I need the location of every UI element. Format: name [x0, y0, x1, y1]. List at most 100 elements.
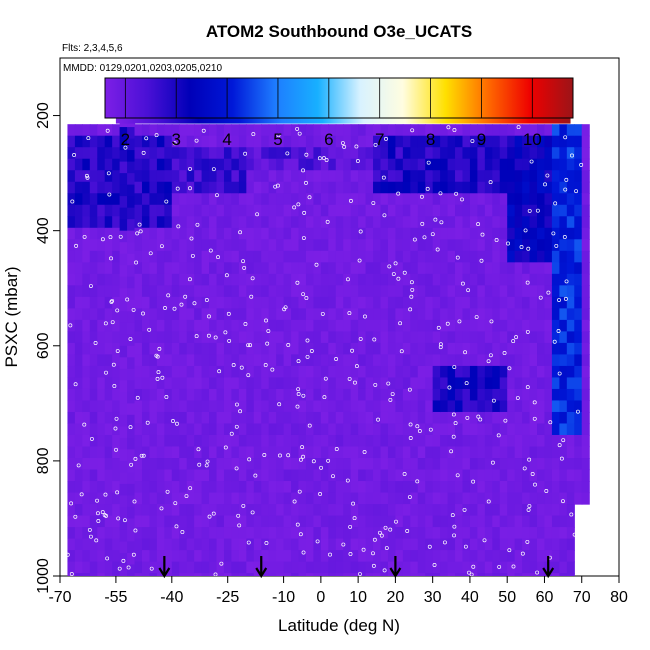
sample-point	[525, 329, 530, 334]
heatmap-cell	[298, 573, 307, 576]
heatmap-cell	[537, 561, 546, 574]
heatmap-cell	[477, 204, 486, 217]
heatmap-cell	[97, 504, 106, 517]
heatmap-cell	[373, 158, 382, 171]
heatmap-cell	[291, 158, 300, 171]
heatmap-cell	[171, 492, 180, 505]
heatmap-cell	[477, 515, 486, 528]
heatmap-cell	[343, 458, 352, 471]
sample-point	[196, 447, 201, 452]
heatmap-cell	[291, 423, 300, 436]
heatmap-cell	[149, 527, 158, 540]
heatmap-cell	[566, 550, 575, 563]
heatmap-cell	[373, 550, 382, 563]
heatmap-cell	[484, 250, 493, 263]
heatmap-cell	[373, 342, 382, 356]
heatmap-cell	[492, 158, 501, 171]
heatmap-cell	[507, 354, 516, 367]
heatmap-cell	[492, 400, 501, 413]
heatmap-cell	[268, 262, 277, 275]
heatmap-cell	[507, 331, 516, 344]
x-tick-label: 40	[461, 589, 479, 606]
heatmap-cell	[373, 147, 382, 160]
heatmap-cell	[410, 262, 419, 275]
heatmap-cell	[186, 135, 195, 148]
heatmap-cell	[507, 527, 516, 540]
heatmap-cell	[268, 527, 277, 540]
heatmap-cell	[410, 193, 419, 206]
heatmap-cell	[82, 446, 91, 459]
heatmap-cell	[559, 170, 568, 183]
heatmap-cell	[492, 481, 501, 494]
heatmap-cell	[291, 342, 300, 356]
sample-point	[372, 537, 377, 542]
heatmap-cell	[104, 147, 113, 160]
heatmap-cell	[313, 204, 322, 217]
heatmap-cell	[544, 204, 553, 217]
heatmap-cell	[492, 411, 501, 425]
sample-point	[304, 180, 308, 185]
heatmap-cell	[484, 204, 493, 217]
heatmap-cell	[380, 446, 389, 459]
heatmap-cell	[440, 481, 449, 494]
heatmap-cell	[298, 434, 307, 448]
heatmap-cell	[246, 411, 255, 425]
heatmap-cell	[529, 423, 538, 436]
heatmap-cell	[97, 193, 106, 206]
heatmap-cell	[402, 193, 411, 206]
heatmap-cell	[276, 124, 285, 137]
heatmap-cell	[522, 331, 531, 344]
heatmap-cell	[425, 561, 434, 574]
heatmap-cell	[283, 377, 292, 390]
heatmap-cell	[387, 388, 396, 402]
heatmap-cell	[231, 561, 240, 574]
sample-point	[570, 153, 574, 158]
heatmap-cell	[537, 193, 546, 206]
heatmap-cell	[358, 527, 367, 540]
heatmap-cell	[179, 193, 188, 206]
heatmap-cell	[201, 527, 210, 540]
heatmap-cell	[223, 446, 233, 459]
heatmap-cell	[209, 308, 218, 321]
heatmap-cell	[149, 377, 158, 390]
heatmap-cell	[447, 124, 456, 137]
heatmap-cell	[283, 400, 292, 413]
heatmap-cell	[559, 308, 568, 321]
heatmap-cell	[313, 147, 322, 160]
heatmap-cell	[156, 158, 165, 171]
sample-point	[144, 136, 149, 141]
heatmap-cell	[216, 538, 225, 551]
heatmap-cell	[507, 481, 516, 494]
heatmap-cell	[223, 227, 233, 240]
heatmap-cell	[373, 250, 382, 263]
sample-point	[164, 199, 169, 204]
heatmap-cell	[477, 124, 486, 137]
heatmap-cell	[112, 147, 121, 160]
heatmap-cell	[283, 365, 292, 379]
heatmap-cell	[566, 423, 575, 436]
heatmap-cell	[313, 377, 322, 390]
heatmap-cell	[373, 354, 382, 367]
heatmap-cell	[186, 561, 195, 574]
heatmap-cell	[358, 538, 367, 551]
heatmap-cell	[462, 400, 471, 413]
heatmap-cell	[410, 319, 419, 332]
heatmap-cell	[283, 181, 292, 194]
heatmap-cell	[335, 388, 344, 402]
heatmap-cell	[89, 239, 98, 252]
heatmap-cell	[209, 550, 218, 563]
heatmap-cell	[246, 250, 255, 263]
heatmap-cell	[417, 538, 426, 551]
heatmap-cell	[440, 227, 449, 240]
heatmap-cell	[551, 216, 560, 229]
heatmap-cell	[82, 377, 91, 390]
heatmap-cell	[97, 527, 106, 540]
heatmap-cell	[164, 216, 173, 229]
heatmap-cell	[246, 561, 255, 574]
heatmap-cell	[97, 434, 106, 448]
heatmap-cell	[507, 573, 516, 576]
heatmap-cell	[238, 204, 247, 217]
heatmap-cell	[238, 285, 247, 298]
heatmap-cell	[410, 388, 419, 402]
heatmap-cell	[484, 550, 493, 563]
